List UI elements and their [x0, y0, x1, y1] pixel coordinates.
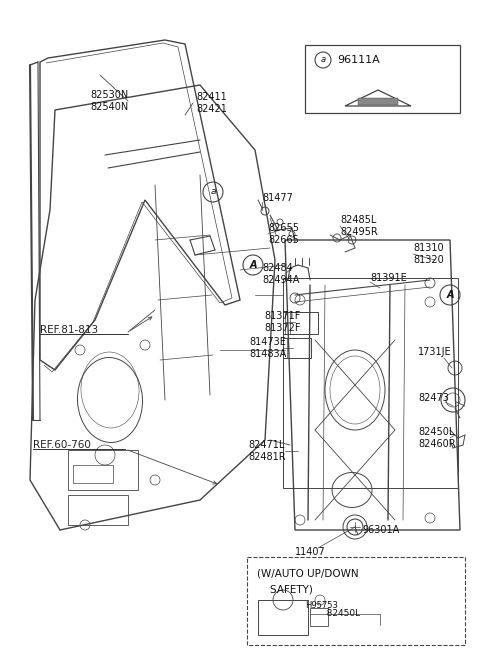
- Text: a: a: [321, 56, 325, 64]
- Text: 81372F: 81372F: [264, 323, 300, 333]
- Text: A: A: [446, 290, 454, 300]
- Text: 82450L: 82450L: [318, 610, 360, 618]
- Text: 82481R: 82481R: [248, 452, 286, 462]
- Bar: [310, 608, 328, 626]
- Text: 96301A: 96301A: [362, 525, 399, 535]
- Text: 11407: 11407: [295, 547, 326, 557]
- Bar: [247, 557, 465, 645]
- Bar: [68, 495, 128, 525]
- Text: 82484: 82484: [262, 263, 293, 273]
- Text: 82495R: 82495R: [340, 227, 378, 237]
- Text: 81310: 81310: [413, 243, 444, 253]
- Text: 81320: 81320: [413, 255, 444, 265]
- Text: REF.60-760: REF.60-760: [33, 440, 91, 450]
- Text: 82450L: 82450L: [418, 427, 455, 437]
- Text: 82530N: 82530N: [90, 90, 128, 100]
- Text: SAFETY): SAFETY): [257, 585, 313, 595]
- Text: 82411: 82411: [196, 92, 227, 102]
- Text: 81483A: 81483A: [249, 349, 286, 359]
- Text: 82494A: 82494A: [262, 275, 300, 285]
- Text: 82473: 82473: [418, 393, 449, 403]
- Text: H95753: H95753: [305, 601, 338, 610]
- Text: 81391E: 81391E: [370, 273, 407, 283]
- Text: 82540N: 82540N: [90, 102, 128, 112]
- Text: 82665: 82665: [268, 235, 299, 245]
- Text: A: A: [249, 260, 257, 270]
- Bar: [258, 600, 308, 635]
- Bar: [73, 465, 113, 483]
- Text: a: a: [210, 187, 216, 196]
- Text: (W/AUTO UP/DOWN: (W/AUTO UP/DOWN: [257, 569, 359, 579]
- Bar: [305, 45, 460, 113]
- Text: 81371F: 81371F: [264, 311, 300, 321]
- Text: 82460R: 82460R: [418, 439, 456, 449]
- Text: 82655: 82655: [268, 223, 299, 233]
- Text: 1731JE: 1731JE: [418, 347, 452, 357]
- Bar: [283, 312, 318, 334]
- Text: 82421: 82421: [196, 104, 227, 114]
- Text: 82471L: 82471L: [248, 440, 284, 450]
- Text: 81473E: 81473E: [249, 337, 286, 347]
- Text: REF.81-813: REF.81-813: [40, 325, 98, 335]
- Bar: [358, 98, 398, 105]
- Bar: [283, 278, 458, 488]
- Bar: [68, 450, 138, 490]
- Text: 96111A: 96111A: [337, 55, 380, 65]
- Text: 81477: 81477: [262, 193, 293, 203]
- Text: 82485L: 82485L: [340, 215, 376, 225]
- Bar: [283, 338, 311, 358]
